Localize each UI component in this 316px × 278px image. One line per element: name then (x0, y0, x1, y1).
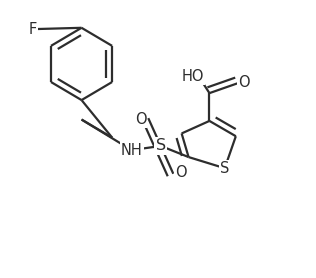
Text: O: O (135, 112, 146, 127)
Text: HO: HO (181, 69, 204, 84)
Text: O: O (238, 75, 250, 90)
Text: S: S (156, 138, 166, 153)
Text: S: S (220, 161, 229, 176)
Text: F: F (29, 22, 37, 37)
Text: O: O (175, 165, 187, 180)
Text: NH: NH (121, 143, 143, 158)
